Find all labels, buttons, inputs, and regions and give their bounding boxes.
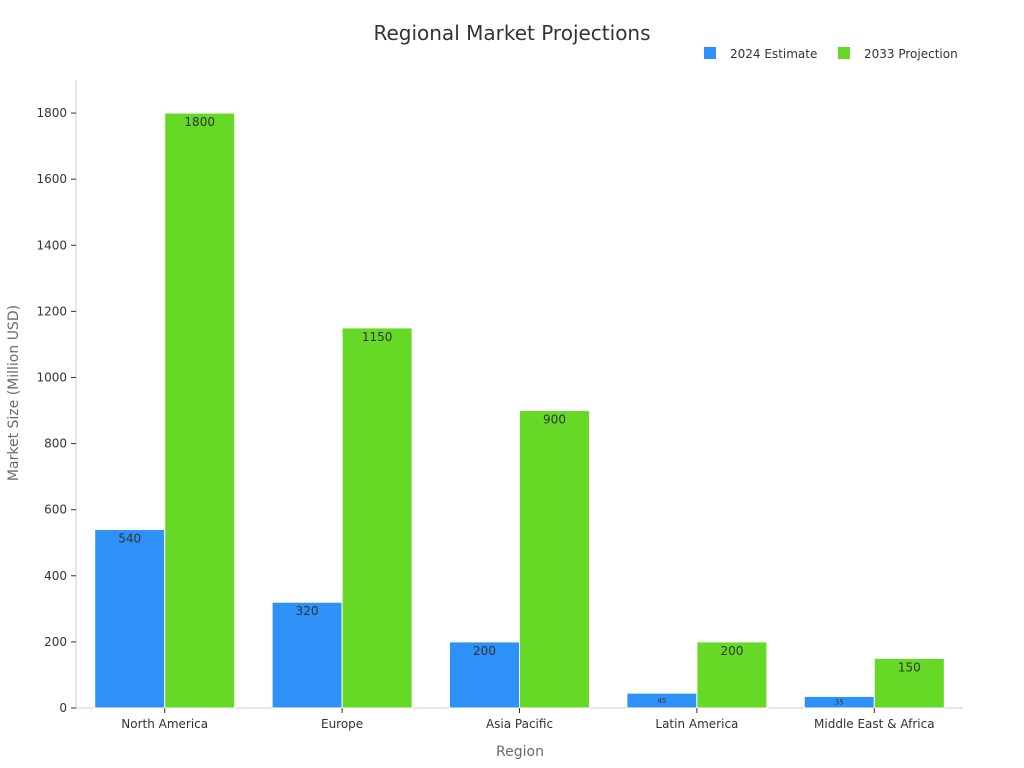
x-tick-label: Latin America <box>655 717 738 731</box>
data-label-2033-2: 900 <box>543 413 566 427</box>
legend-label-2033: 2033 Projection <box>864 47 958 61</box>
y-tick-label: 600 <box>44 503 67 517</box>
legend-label-2024: 2024 Estimate <box>730 47 817 61</box>
x-tick-label: Europe <box>321 717 363 731</box>
y-tick-label: 800 <box>44 437 67 451</box>
data-label-2024-1: 320 <box>296 604 319 618</box>
y-tick-label: 1800 <box>36 106 67 120</box>
data-label-2024-3: 45 <box>657 697 666 705</box>
x-axis-ticks: North America Europe Asia Pacific Latin Ame… <box>121 708 935 731</box>
bar-2033-0 <box>164 112 236 709</box>
bar-2033-1 <box>341 327 413 709</box>
data-label-2024-4: 35 <box>835 699 844 707</box>
bar-2033-2 <box>519 410 590 709</box>
legend-swatch-2033 <box>838 47 850 59</box>
x-tick-label: Asia Pacific <box>486 717 553 731</box>
legend: 2024 Estimate 2033 Projection <box>704 47 958 61</box>
data-label-2033-4: 150 <box>898 660 921 674</box>
data-label-2024-0: 540 <box>118 532 141 546</box>
y-tick-label: 1400 <box>36 238 67 252</box>
bar-2033-4 <box>873 657 945 709</box>
x-axis-title: Region <box>496 744 544 760</box>
y-tick-label: 1600 <box>36 172 67 186</box>
bars <box>94 112 945 709</box>
bar-2024-2 <box>449 641 520 709</box>
y-tick-label: 1200 <box>36 304 67 318</box>
y-tick-label: 0 <box>59 701 67 715</box>
y-tick-label: 1000 <box>36 370 67 384</box>
y-tick-label: 200 <box>44 635 67 649</box>
bar-2024-0 <box>94 529 166 709</box>
data-label-2033-3: 200 <box>720 644 743 658</box>
data-label-2024-2: 200 <box>473 644 496 658</box>
legend-swatch-2024 <box>704 47 716 59</box>
bar-2033-3 <box>696 641 768 709</box>
data-label-2033-0: 1800 <box>184 115 215 129</box>
y-axis-title: Market Size (Million USD) <box>6 305 22 481</box>
y-axis-ticks: 0 200 400 600 800 1000 1200 1400 1600 1800 <box>36 106 76 715</box>
bar-2024-1 <box>271 601 343 709</box>
chart-title: Regional Market Projections <box>373 21 650 45</box>
data-label-2033-1: 1150 <box>362 330 393 344</box>
y-tick-label: 400 <box>44 569 67 583</box>
bar-labels: 540 1800 320 1150 200 900 45 200 35 150 <box>118 115 921 707</box>
x-tick-label: Middle East & Africa <box>814 717 935 731</box>
x-tick-label: North America <box>121 717 208 731</box>
